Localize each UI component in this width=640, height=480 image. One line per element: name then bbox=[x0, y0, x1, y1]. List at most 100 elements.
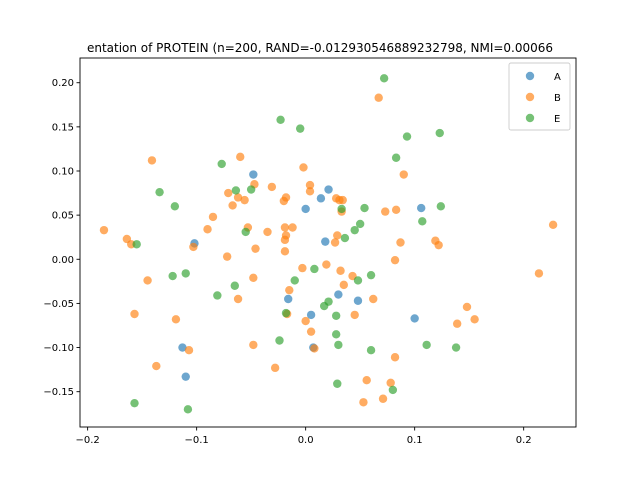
data-point-e bbox=[451, 343, 461, 352]
legend-marker-a bbox=[525, 71, 535, 81]
data-point-b bbox=[381, 207, 390, 216]
legend-label-e: E bbox=[554, 114, 560, 125]
data-point-a bbox=[334, 290, 343, 299]
data-point-e bbox=[290, 276, 299, 285]
data-point-e bbox=[340, 233, 350, 243]
data-point-e bbox=[183, 405, 193, 414]
data-point-b bbox=[189, 242, 198, 252]
data-point-e bbox=[213, 291, 222, 300]
data-point-a bbox=[284, 294, 293, 304]
points-layer bbox=[99, 74, 558, 414]
data-point-e bbox=[388, 385, 398, 395]
data-point-e bbox=[276, 115, 285, 124]
data-point-e bbox=[281, 308, 291, 318]
data-point-e bbox=[155, 187, 164, 197]
x-tick-label: 0.2 bbox=[516, 435, 532, 446]
data-point-b bbox=[333, 231, 342, 240]
data-point-e bbox=[296, 124, 305, 133]
y-tick-label: −0.10 bbox=[43, 343, 74, 354]
data-point-b bbox=[534, 269, 544, 278]
data-point-b bbox=[470, 315, 479, 324]
data-point-e bbox=[379, 74, 389, 83]
data-point-b bbox=[208, 212, 218, 222]
data-point-e bbox=[435, 128, 444, 138]
data-point-e bbox=[331, 330, 341, 339]
data-point-a bbox=[410, 314, 419, 323]
data-point-e bbox=[130, 398, 139, 408]
data-point-b bbox=[280, 235, 290, 245]
data-point-b bbox=[378, 394, 388, 403]
data-point-b bbox=[267, 182, 277, 192]
data-point-b bbox=[322, 260, 331, 269]
data-point-b bbox=[462, 302, 472, 312]
data-point-b bbox=[452, 319, 462, 328]
data-point-b bbox=[339, 280, 349, 290]
y-tick-label: 0.20 bbox=[52, 78, 74, 89]
data-point-e bbox=[217, 159, 226, 169]
data-point-b bbox=[184, 346, 194, 355]
data-point-b bbox=[548, 220, 558, 230]
data-point-b bbox=[222, 252, 232, 261]
data-point-b bbox=[369, 294, 378, 304]
data-point-a bbox=[306, 310, 316, 320]
data-point-b bbox=[251, 244, 260, 253]
y-tick-label: −0.05 bbox=[43, 299, 74, 310]
data-point-e bbox=[436, 202, 446, 211]
data-point-b bbox=[390, 255, 400, 265]
data-point-b bbox=[270, 363, 280, 373]
data-point-b bbox=[362, 376, 371, 385]
data-point-b bbox=[399, 170, 408, 179]
data-point-b bbox=[386, 378, 395, 388]
axes-layer: −0.2 −0.1 0.0 0.1 0.2 −0.15 −0.10 −0.05 0.00 0.05… bbox=[43, 57, 577, 446]
data-point-e bbox=[350, 225, 359, 235]
legend-box bbox=[508, 62, 571, 131]
data-point-b bbox=[310, 344, 319, 353]
data-point-e bbox=[334, 340, 343, 350]
legend-label-b: B bbox=[554, 93, 561, 104]
data-point-e bbox=[366, 270, 376, 280]
data-point-b bbox=[281, 193, 291, 202]
legend: ABE bbox=[508, 62, 571, 131]
data-point-e bbox=[418, 217, 427, 226]
y-tick-label: 0.10 bbox=[52, 166, 74, 177]
data-point-e bbox=[360, 203, 369, 213]
data-point-a bbox=[178, 343, 187, 352]
data-point-b bbox=[330, 238, 340, 247]
data-point-e bbox=[275, 336, 284, 345]
data-point-e bbox=[246, 185, 256, 194]
data-point-e bbox=[241, 227, 250, 237]
data-point-b bbox=[359, 398, 368, 407]
data-point-e bbox=[170, 202, 180, 211]
data-point-b bbox=[391, 205, 401, 215]
data-point-b bbox=[263, 227, 272, 237]
data-point-e bbox=[319, 301, 329, 311]
data-point-a bbox=[301, 204, 310, 214]
y-tick-label: 0.00 bbox=[52, 255, 74, 266]
plot-frame bbox=[79, 57, 577, 428]
x-tick-label: −0.1 bbox=[184, 435, 208, 446]
data-point-e bbox=[337, 204, 346, 214]
chart-title: entation of PROTEIN (n=200, RAND=-0.0129… bbox=[87, 41, 553, 55]
x-tick-label: 0.0 bbox=[298, 435, 314, 446]
data-point-e bbox=[391, 153, 401, 162]
data-point-e bbox=[422, 340, 431, 350]
data-point-b bbox=[203, 225, 212, 234]
data-point-a bbox=[249, 170, 258, 179]
data-point-b bbox=[228, 201, 237, 210]
data-point-b bbox=[171, 315, 181, 324]
data-point-b bbox=[236, 152, 245, 162]
data-point-b bbox=[99, 225, 109, 235]
data-point-e bbox=[132, 240, 141, 249]
legend-marker-e bbox=[525, 113, 535, 123]
data-point-b bbox=[240, 195, 249, 205]
data-point-b bbox=[336, 266, 345, 275]
x-tick-label: −0.2 bbox=[75, 435, 99, 446]
data-point-b bbox=[280, 223, 290, 232]
data-point-b bbox=[249, 273, 258, 283]
data-point-e bbox=[402, 132, 412, 141]
data-point-b bbox=[350, 310, 359, 320]
legend-label-a: A bbox=[554, 72, 561, 83]
data-point-e bbox=[366, 346, 376, 355]
data-point-b bbox=[299, 163, 308, 172]
